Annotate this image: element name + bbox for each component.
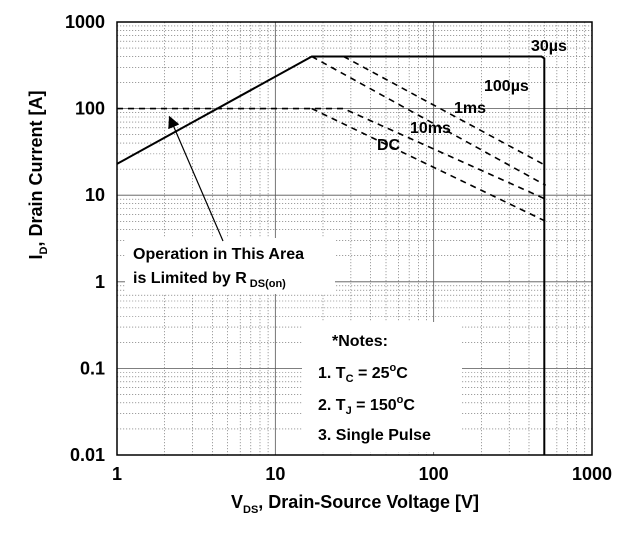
x-tick-label: 1000 <box>572 464 612 484</box>
x-tick-label: 10 <box>265 464 285 484</box>
note-3: 3. Single Pulse <box>318 427 431 444</box>
rds-annotation-box <box>125 238 335 294</box>
note-2: 2. TJ = 150oC <box>318 394 415 417</box>
x-tick-labels: 1 10 100 1000 <box>112 464 612 484</box>
y-tick-labels: 1000 100 10 1 0.1 0.01 <box>65 12 105 465</box>
series-line-1 <box>311 55 547 187</box>
label-30us: 30µs <box>531 38 567 55</box>
y-tick-label: 100 <box>75 99 105 119</box>
rds-annotation-line2: is Limited by R DS(on) <box>133 270 286 290</box>
y-tick-label: 1 <box>95 272 105 292</box>
notes-title: *Notes: <box>332 333 388 350</box>
series-line-3 <box>117 107 547 200</box>
label-1ms: 1ms <box>454 100 486 117</box>
note-1: 1. TC = 25oC <box>318 362 408 385</box>
rds-annotation-line1: Operation in This Area <box>133 246 304 263</box>
series-line-2 <box>343 55 547 167</box>
y-axis-title: ID, Drain Current [A] <box>26 91 50 260</box>
series-layer <box>116 55 547 455</box>
y-tick-label: 0.1 <box>80 358 105 378</box>
label-100us: 100µs <box>484 78 529 95</box>
series-line-0 <box>116 55 546 455</box>
x-axis-title: VDS, Drain-Source Voltage [V] <box>231 492 479 516</box>
plot-frame <box>116 21 593 456</box>
y-tick-label: 0.01 <box>70 445 105 465</box>
y-tick-label: 10 <box>85 185 105 205</box>
notes-box <box>302 322 462 452</box>
label-dc: DC <box>377 137 401 154</box>
label-10ms: 10ms <box>410 120 451 137</box>
rds-annotation-arrow <box>168 115 224 242</box>
x-tick-label: 100 <box>419 464 449 484</box>
y-tick-label: 1000 <box>65 12 105 32</box>
x-tick-label: 1 <box>112 464 122 484</box>
